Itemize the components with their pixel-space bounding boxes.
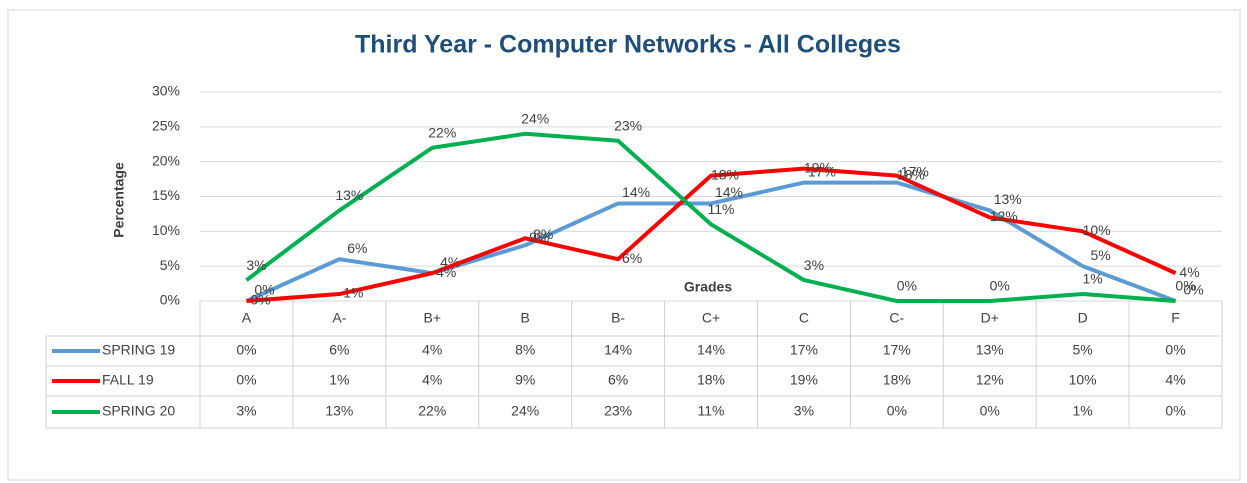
x-tick-label: D xyxy=(1078,310,1088,326)
data-label: 3% xyxy=(246,257,266,273)
data-label: 4% xyxy=(436,264,456,280)
y-tick-label: 15% xyxy=(152,187,180,203)
table-cell: 4% xyxy=(422,342,442,358)
legend-label: SPRING 19 xyxy=(102,342,175,358)
data-label: 13% xyxy=(994,191,1022,207)
data-label: 19% xyxy=(804,159,832,175)
data-label: 11% xyxy=(708,201,735,217)
chart-frame xyxy=(7,9,1241,481)
data-label: 0% xyxy=(250,292,270,308)
table-cell: 0% xyxy=(1165,342,1185,358)
x-tick-label: F xyxy=(1171,310,1180,326)
y-tick-label: 10% xyxy=(152,222,180,238)
data-label: 1% xyxy=(1083,271,1103,287)
x-tick-label: D+ xyxy=(981,310,999,326)
table-cell: 3% xyxy=(794,403,814,419)
table-cell: 12% xyxy=(976,372,1004,388)
table-cell: 22% xyxy=(418,403,446,419)
table-cell: 0% xyxy=(236,372,256,388)
data-label: 6% xyxy=(347,240,367,256)
y-tick-label: 20% xyxy=(152,152,180,168)
data-label: 22% xyxy=(428,124,456,140)
data-label: 24% xyxy=(521,111,549,127)
x-axis-title: Grades xyxy=(684,279,732,295)
table-cell: 13% xyxy=(325,403,353,419)
table-cell: 6% xyxy=(329,342,349,358)
series-line xyxy=(246,166,1177,303)
data-label: 0% xyxy=(897,278,917,294)
table-cell: 9% xyxy=(515,372,535,388)
data-label: 0% xyxy=(1175,278,1195,294)
data-label: 0% xyxy=(1183,282,1203,298)
data-label: 5% xyxy=(1091,247,1111,263)
table-cell: 10% xyxy=(1069,372,1097,388)
y-tick-label: 5% xyxy=(160,257,180,273)
data-label: 0% xyxy=(990,278,1010,294)
data-label: 23% xyxy=(614,117,642,133)
y-axis-title: Percentage xyxy=(111,162,127,238)
y-tick-label: 25% xyxy=(152,118,180,134)
data-label: 3% xyxy=(804,257,824,273)
table-cell: 0% xyxy=(1165,403,1185,419)
legend-label: SPRING 20 xyxy=(102,403,175,419)
x-tick-label: C- xyxy=(889,310,904,326)
table-cell: 0% xyxy=(236,342,256,358)
chart-title: Third Year - Computer Networks - All Col… xyxy=(355,31,901,59)
table-cell: 13% xyxy=(976,342,1004,358)
data-label: 8% xyxy=(533,226,553,242)
data-label: 1% xyxy=(343,285,363,301)
table-cell: 8% xyxy=(515,342,535,358)
x-tick-label: B xyxy=(521,310,530,326)
data-label: 13% xyxy=(335,187,363,203)
series-line xyxy=(245,131,1176,303)
table-cell: 0% xyxy=(980,403,1000,419)
data-label: 18% xyxy=(711,166,739,182)
x-tick-label: B- xyxy=(611,310,625,326)
table-cell: 17% xyxy=(790,342,818,358)
data-label: 4% xyxy=(1179,264,1199,280)
table-cell: 17% xyxy=(883,342,911,358)
table-cell: 24% xyxy=(511,403,539,419)
table-cell: 18% xyxy=(883,372,911,388)
y-tick-label: 30% xyxy=(152,83,180,99)
table-cell: 3% xyxy=(236,403,256,419)
series-line xyxy=(245,180,1177,303)
data-label: 0% xyxy=(254,282,274,298)
table-cell: 4% xyxy=(1165,372,1185,388)
x-tick-label: A- xyxy=(332,310,346,326)
x-tick-label: B+ xyxy=(424,310,442,326)
data-label: 14% xyxy=(622,184,650,200)
x-tick-label: C+ xyxy=(702,310,720,326)
data-label: 9% xyxy=(529,229,549,245)
table-cell: 18% xyxy=(697,372,725,388)
table-cell: 4% xyxy=(422,372,442,388)
table-cell: 14% xyxy=(604,342,632,358)
data-label: 14% xyxy=(715,184,743,200)
legend-label: FALL 19 xyxy=(102,372,154,388)
table-cell: 23% xyxy=(604,403,632,419)
data-label: 10% xyxy=(1083,222,1111,238)
table-cell: 0% xyxy=(887,403,907,419)
table-cell: 1% xyxy=(1073,403,1093,419)
table-cell: 1% xyxy=(329,372,349,388)
table-cell: 11% xyxy=(698,403,725,419)
data-label: 18% xyxy=(897,166,925,182)
x-tick-label: C xyxy=(799,310,809,326)
x-tick-label: A xyxy=(242,310,252,326)
table-cell: 6% xyxy=(608,372,628,388)
data-label: 17% xyxy=(901,163,929,179)
table-cell: 5% xyxy=(1073,342,1093,358)
data-label: 12% xyxy=(990,208,1018,224)
table-cell: 19% xyxy=(790,372,818,388)
data-label: 6% xyxy=(622,250,642,266)
table-cell: 14% xyxy=(697,342,725,358)
y-tick-label: 0% xyxy=(160,292,180,308)
